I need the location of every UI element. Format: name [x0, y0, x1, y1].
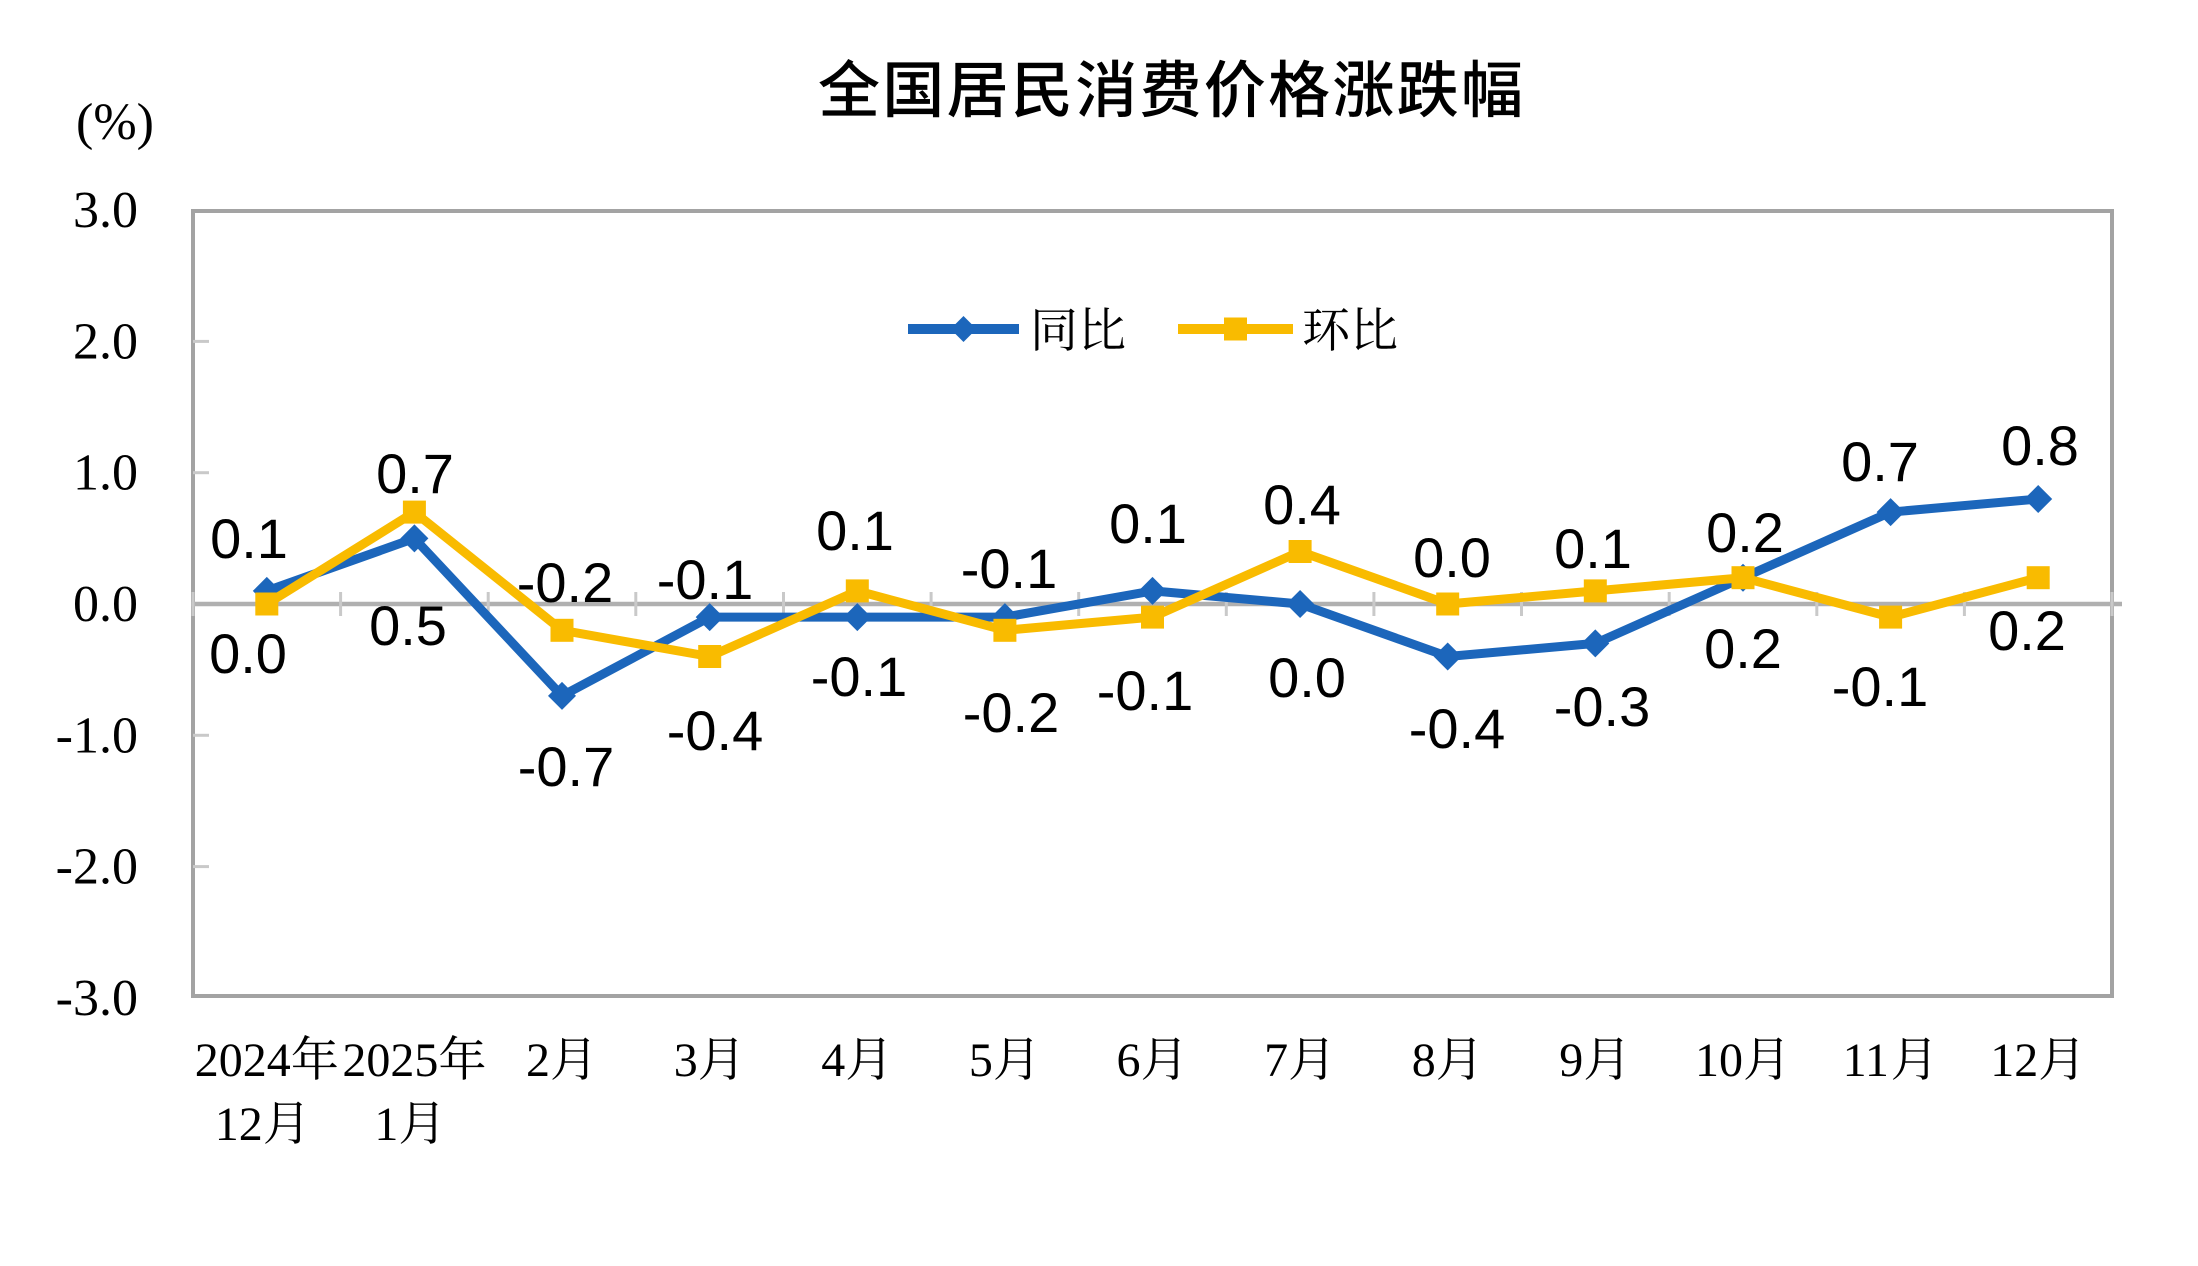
svg-text:4: 4 [821, 1034, 845, 1087]
svg-text:-0.1: -0.1 [657, 548, 754, 611]
svg-text:1: 1 [374, 1098, 398, 1151]
svg-text:-0.2: -0.2 [963, 681, 1060, 744]
svg-text:-0.4: -0.4 [1409, 697, 1506, 760]
svg-text:0.0: 0.0 [1413, 526, 1491, 589]
svg-text:-0.2: -0.2 [517, 551, 614, 614]
svg-text:0.8: 0.8 [2001, 414, 2079, 477]
svg-text:9: 9 [1559, 1034, 1583, 1087]
svg-text:0.1: 0.1 [210, 507, 288, 570]
svg-text:2024: 2024 [195, 1034, 291, 1087]
svg-text:-0.1: -0.1 [1832, 655, 1929, 718]
svg-text:12: 12 [1990, 1034, 2038, 1087]
svg-text:-1.0: -1.0 [56, 707, 138, 764]
svg-text:2025: 2025 [342, 1034, 438, 1087]
svg-text:-0.3: -0.3 [1554, 675, 1651, 738]
svg-text:0.7: 0.7 [376, 442, 454, 505]
svg-text:0.0: 0.0 [1268, 646, 1346, 709]
svg-text:2.0: 2.0 [73, 313, 138, 370]
svg-text:0.2: 0.2 [1706, 501, 1784, 564]
svg-text:0.1: 0.1 [816, 499, 894, 562]
svg-text:3.0: 3.0 [73, 182, 138, 239]
svg-text:-0.4: -0.4 [667, 699, 764, 762]
svg-text:11: 11 [1843, 1034, 1889, 1087]
svg-text:0.1: 0.1 [1554, 517, 1632, 580]
svg-text:0.5: 0.5 [369, 594, 447, 657]
svg-text:0.1: 0.1 [1109, 492, 1187, 555]
svg-text:-0.7: -0.7 [518, 735, 615, 798]
svg-text:0.4: 0.4 [1263, 473, 1341, 536]
svg-text:-0.1: -0.1 [811, 645, 908, 708]
svg-text:8: 8 [1412, 1034, 1436, 1087]
svg-text:0.0: 0.0 [73, 576, 138, 633]
svg-text:6: 6 [1117, 1034, 1141, 1087]
svg-text:-3.0: -3.0 [56, 970, 138, 1027]
svg-text:0.2: 0.2 [1704, 617, 1782, 680]
svg-text:2: 2 [526, 1034, 550, 1087]
svg-text:-0.1: -0.1 [1097, 659, 1194, 722]
svg-text:3: 3 [674, 1034, 698, 1087]
svg-text:-2.0: -2.0 [56, 839, 138, 896]
svg-text:0.0: 0.0 [209, 622, 287, 685]
svg-text:-0.1: -0.1 [961, 537, 1058, 600]
svg-text:7: 7 [1264, 1034, 1288, 1087]
svg-text:5: 5 [969, 1034, 993, 1087]
svg-text:10: 10 [1695, 1034, 1743, 1087]
svg-text:1.0: 1.0 [73, 445, 138, 502]
svg-text:(%): (%) [76, 94, 154, 151]
svg-text:0.7: 0.7 [1841, 430, 1919, 493]
svg-text:12: 12 [215, 1098, 263, 1151]
svg-text:0.2: 0.2 [1988, 599, 2066, 662]
